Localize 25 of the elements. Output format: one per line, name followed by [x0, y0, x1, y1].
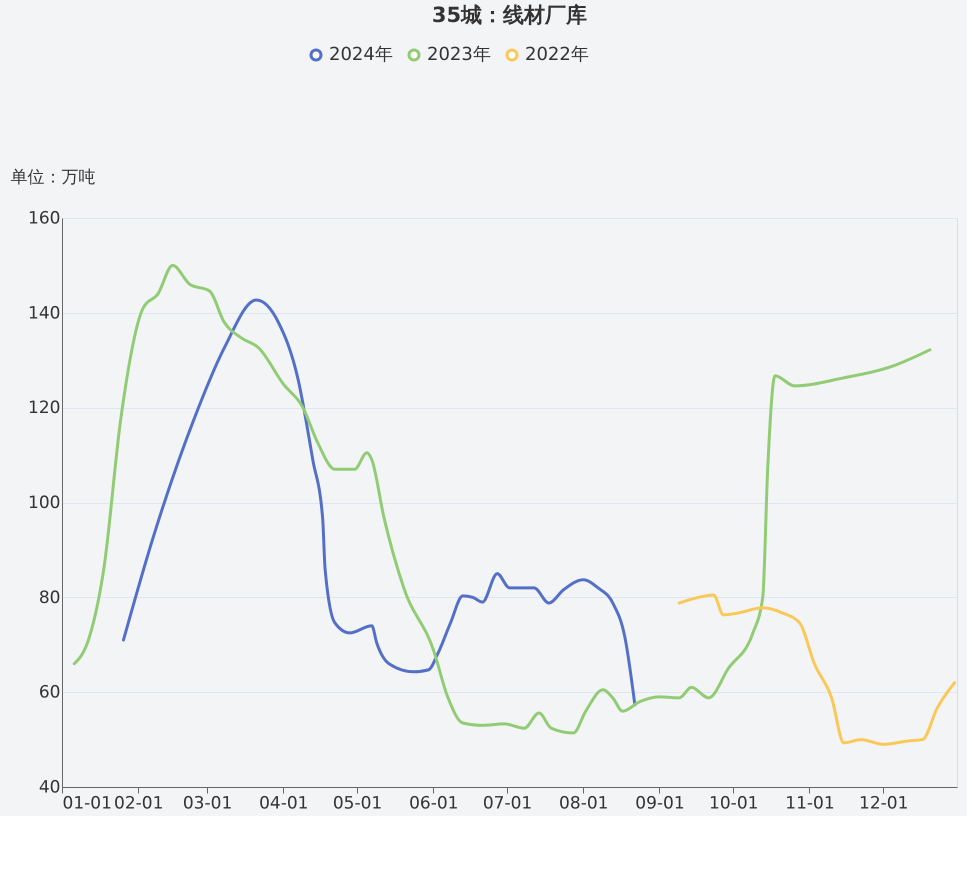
x-tick-label: 11-01 [785, 794, 835, 814]
x-tick-label: 08-01 [559, 794, 608, 814]
x-tick-label: 06-01 [409, 794, 458, 814]
x-tick-label: 07-01 [482, 794, 532, 814]
x-tick-label: 12-01 [859, 794, 908, 814]
y-tick-label: 120 [28, 398, 60, 418]
y-tick-label: 100 [28, 493, 60, 513]
y-axis-title: 单位：万吨 [10, 168, 96, 188]
x-tick-label: 04-01 [259, 794, 308, 814]
x-tick-label: 09-01 [635, 794, 685, 814]
legend-label: 2023年 [427, 44, 491, 65]
legend-label: 2024年 [329, 44, 393, 65]
x-tick-label: 03-01 [182, 794, 232, 814]
chart-title: 35城：线材厂库 [432, 3, 588, 27]
y-tick-label: 40 [38, 778, 60, 798]
x-tick-label: 05-01 [332, 794, 382, 814]
x-tick-label: 02-01 [114, 794, 164, 814]
x-tick-label: 01-01 [62, 794, 112, 814]
line-series [678, 593, 956, 746]
legend-label: 2022年 [525, 44, 589, 65]
y-tick-label: 60 [38, 682, 60, 703]
y-tick-label: 140 [28, 303, 60, 324]
x-tick-label: 10-01 [709, 794, 758, 814]
y-tick-label: 80 [38, 588, 60, 608]
y-tick-label: 160 [28, 208, 60, 228]
